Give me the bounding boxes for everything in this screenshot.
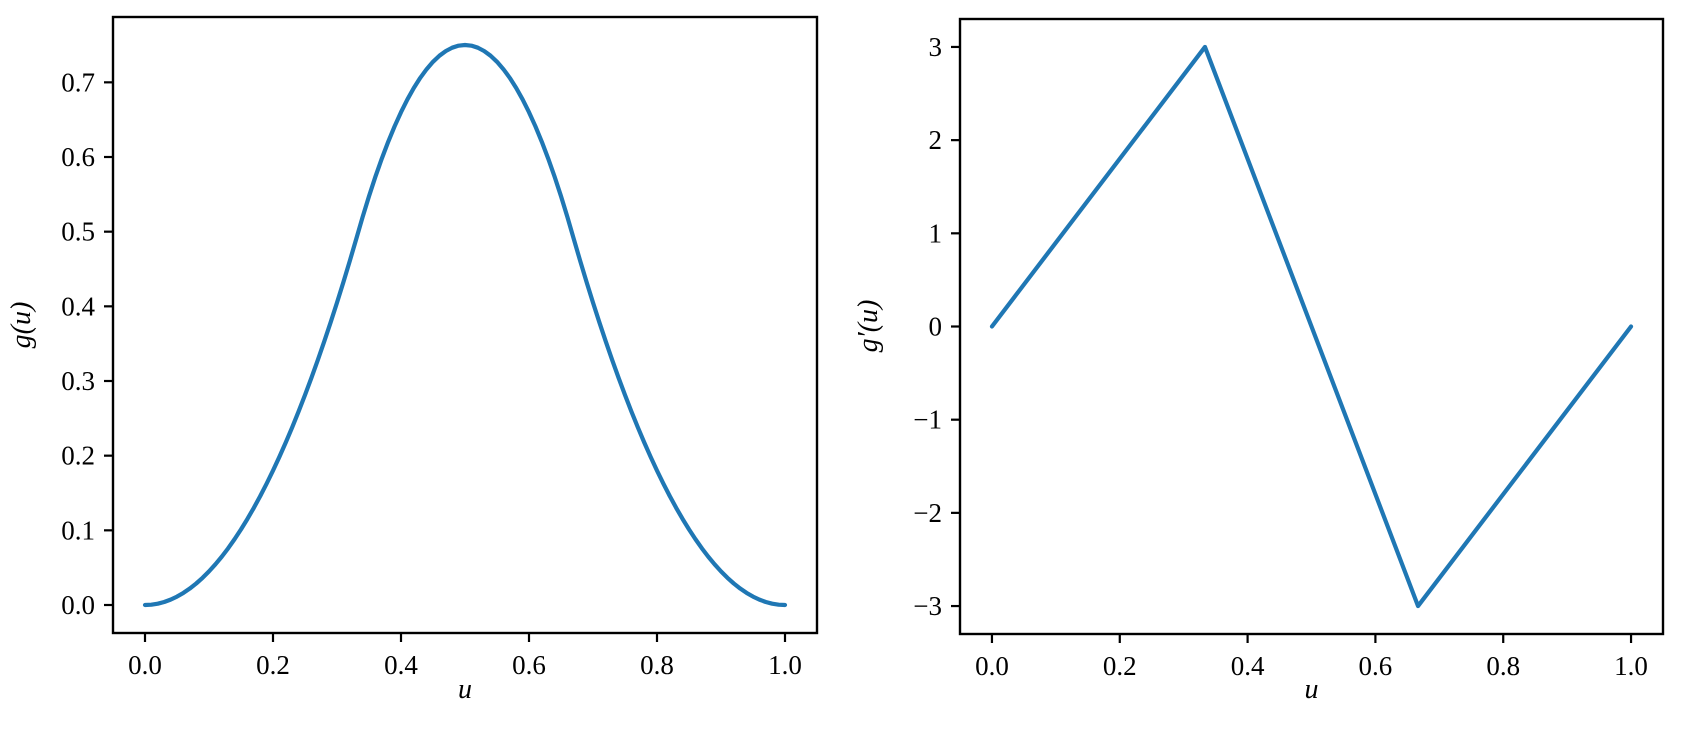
subplot-2-x-tick-label: 1.0: [1614, 651, 1648, 681]
subplot-2-y-tick-label: 2: [929, 125, 943, 155]
subplot-1-x-tick-label: 0.6: [512, 650, 546, 680]
subplot-2-x-tick-label: 0.6: [1359, 651, 1393, 681]
subplot-2-y-tick-label: 3: [929, 32, 943, 62]
subplot-1-x-tick-label: 0.0: [128, 650, 162, 680]
subplot-1-x-tick-label: 1.0: [768, 650, 802, 680]
subplot-1-y-tick-label: 0.1: [61, 515, 95, 545]
subplot-2-series-line: [989, 44, 1634, 609]
subplot-1-y-tick-label: 0.3: [61, 366, 95, 396]
subplot-1-x-tick-label: 0.2: [256, 650, 290, 680]
subplot-2-x-tick-label: 0.4: [1231, 651, 1265, 681]
left-xaxis-label: u: [458, 674, 472, 705]
subplot-2-y-tick-label: 0: [929, 312, 943, 342]
subplot-1-x-tick-label: 0.8: [640, 650, 674, 680]
subplot-2-y-tick-label: −1: [913, 405, 942, 435]
subplot-2-x-tick-label: 0.0: [975, 651, 1009, 681]
subplot-1-y-tick-label: 0.4: [61, 291, 95, 321]
subplot-1-y-tick-label: 0.6: [61, 142, 95, 172]
subplot-1-series-line: [142, 42, 788, 608]
left-yaxis-label: g(u): [6, 301, 37, 349]
subplot-1-y-tick-label: 0.5: [61, 217, 95, 247]
subplot-2-x-tick-label: 0.8: [1486, 651, 1520, 681]
right-xaxis-label: u: [1304, 674, 1319, 705]
subplot-2-y-tick-label: 1: [929, 218, 943, 248]
subplot-2-axes-frame: [958, 17, 1665, 636]
subplot-1-axes-frame: [111, 15, 819, 635]
subplot-1-y-tick-label: 0.0: [61, 590, 95, 620]
subplot-2-x-tick-label: 0.2: [1103, 651, 1137, 681]
subplot-1-x-tick-label: 0.4: [384, 650, 418, 680]
subplot-2-y-tick-label: −3: [913, 591, 942, 621]
right-yaxis-label: g′(u): [853, 299, 884, 353]
subplot-1-y-tick-label: 0.7: [61, 67, 95, 97]
subplot-2-y-tick-label: −2: [913, 498, 942, 528]
subplot-1-y-tick-label: 0.2: [61, 441, 95, 471]
